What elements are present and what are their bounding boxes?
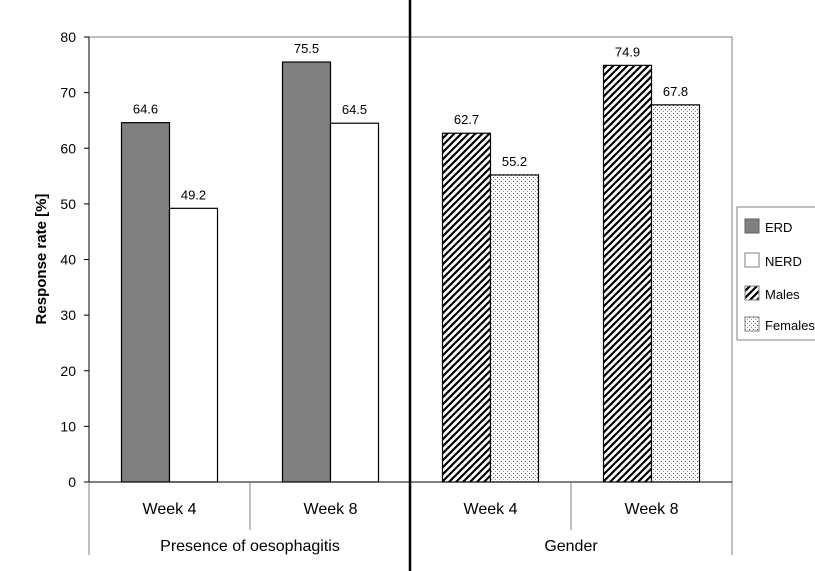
legend-label-females: Females [765,318,815,333]
legend-swatch-erd [744,218,760,234]
y-tick-label: 80 [60,29,76,45]
bar-females-week-4 [489,174,540,483]
bar-females-week-8 [650,104,701,483]
bar-value-label: 62.7 [454,112,479,127]
legend: ERD NERD Males Females [736,206,815,341]
bar-value-label: 64.5 [342,102,367,117]
bar-value-label: 74.9 [615,44,640,59]
bar-value-label: 64.6 [133,102,158,117]
y-tick-label: 50 [60,196,76,212]
bar-value-label: 67.8 [663,84,688,99]
legend-label-nerd: NERD [765,254,802,269]
y-tick-label: 60 [60,140,76,156]
bar-males-week-8 [602,64,653,483]
legend-label-males: Males [765,287,800,302]
bars [120,61,701,483]
category-labels: Week 4 Week 8 Presence of oesophagitis Week… [143,501,679,555]
category-tick-label: Week 4 [143,501,197,518]
group-label: Gender [544,538,598,555]
legend-swatch-males [744,285,760,301]
bar-value-label: 75.5 [294,41,319,56]
bar-erd-week-8 [281,61,332,483]
group-label: Presence of oesophagitis [160,538,340,555]
bar-value-labels: 64.6 49.2 75.5 64.5 62.7 55.2 74.9 67.8 [133,41,688,202]
legend-swatch-females [744,316,760,332]
category-tick-label: Week 8 [625,501,679,518]
category-tick-label: Week 4 [464,501,518,518]
y-tick-label: 70 [60,85,76,101]
bar-males-week-4 [441,132,492,483]
bar-nerd-week-8 [329,122,380,483]
bar-value-label: 55.2 [502,154,527,169]
y-tick-label: 40 [60,252,76,268]
legend-swatch-nerd [744,252,760,268]
y-tick-label: 30 [60,307,76,323]
y-axis-label: Response rate [%] [33,194,50,325]
bar-value-label: 49.2 [181,187,206,202]
y-tick-label: 20 [60,363,76,379]
bar-erd-week-4 [120,122,171,483]
y-axis-ticks: 0 10 20 30 40 50 60 70 80 [60,29,89,490]
y-tick-label: 0 [68,474,76,490]
category-tick-label: Week 8 [304,501,358,518]
y-tick-label: 10 [60,418,76,434]
legend-label-erd: ERD [765,220,792,235]
bar-nerd-week-4 [168,207,219,483]
